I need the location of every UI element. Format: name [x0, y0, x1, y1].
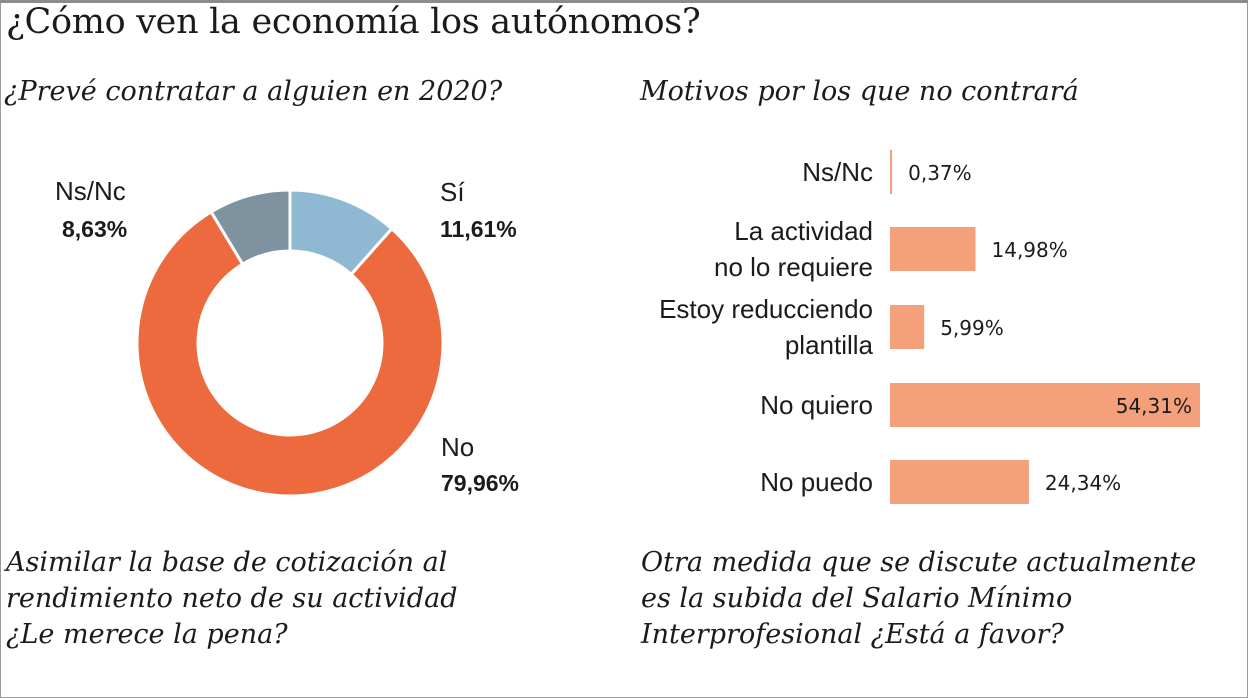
top-rule	[0, 0, 1248, 3]
bar-0	[890, 150, 893, 194]
bar-category-label-1: La actividad no lo requiere	[714, 216, 873, 282]
question-left: Asimilar la base de cotización al rendim…	[6, 547, 458, 650]
bar-value-label-2: 5,99%	[940, 316, 1004, 340]
donut-slice-nsnc	[209, 188, 292, 267]
slice-value-no: 79,96%	[441, 470, 519, 496]
slice-label-nsnc: Ns/Nc	[55, 176, 126, 206]
bar-category-label-0: Ns/Nc	[802, 157, 873, 187]
bar-category-label-3: No quiero	[760, 390, 873, 420]
bar-value-label-1: 14,98%	[992, 238, 1068, 262]
question-right: Otra medida que se discute actualmente e…	[641, 547, 1197, 650]
donut-slice-no	[135, 209, 445, 498]
main-title: ¿Cómo ven la economía los autónomos?	[6, 2, 701, 42]
bar-chart-title: Motivos por los que no contrará	[640, 76, 1079, 107]
donut-labels: Sí 11,61% No 79,96% Ns/Nc 8,63%	[55, 176, 519, 496]
donut-chart-title: ¿Prevé contratar a alguien en 2020?	[4, 76, 503, 107]
bar-2	[890, 305, 925, 349]
bar-category-label-4: No puedo	[760, 467, 873, 497]
bar-3	[890, 383, 1200, 427]
bar-category-label-2: Estoy reducciendo plantilla	[659, 294, 873, 360]
bar-value-label-4: 24,34%	[1045, 471, 1121, 495]
bar-value-label-3: 54,31%	[1116, 394, 1192, 418]
bar-value-label-0: 0,37%	[908, 161, 972, 185]
slice-value-si: 11,61%	[440, 216, 517, 242]
bar-1	[890, 227, 976, 271]
slice-value-nsnc: 8,63%	[62, 216, 127, 242]
slice-label-no: No	[441, 432, 474, 462]
bar-4	[890, 460, 1029, 504]
donut-chart	[135, 188, 445, 498]
slice-label-si: Sí	[440, 177, 465, 207]
bar-chart: Ns/Nc 0,37% La actividad no lo requiere 14,9…	[659, 150, 1200, 504]
